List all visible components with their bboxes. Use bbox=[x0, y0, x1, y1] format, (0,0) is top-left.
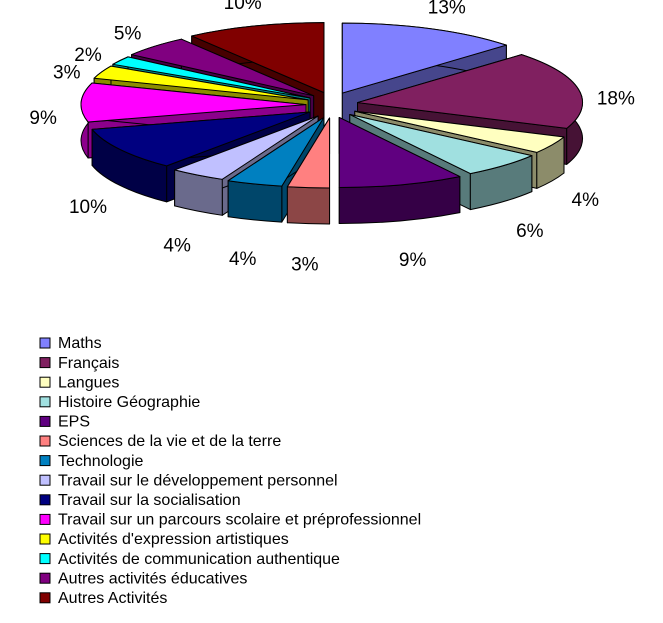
legend-label: Technologie bbox=[58, 453, 144, 470]
slice-top bbox=[341, 22, 507, 94]
legend-label: Activités de communication authentique bbox=[58, 551, 340, 568]
slice-top bbox=[91, 111, 311, 167]
slice-top bbox=[191, 22, 325, 94]
legend-label: Activités d'expression artistiques bbox=[58, 531, 289, 548]
legend-swatch bbox=[39, 474, 51, 486]
data-label: 4% bbox=[163, 236, 191, 257]
data-label: 9% bbox=[29, 108, 57, 129]
pie-slice bbox=[286, 117, 331, 225]
slice-top bbox=[80, 82, 307, 123]
slice-top bbox=[286, 117, 331, 189]
legend-swatch bbox=[39, 513, 51, 525]
legend-swatch bbox=[39, 435, 51, 447]
slice-top bbox=[112, 56, 311, 99]
data-label: 5% bbox=[114, 24, 142, 45]
slice-wall bbox=[286, 186, 331, 225]
slice-top bbox=[354, 110, 565, 153]
legend-swatch bbox=[39, 337, 51, 349]
legend-label: Sciences de la vie et de la terre bbox=[58, 433, 281, 450]
legend-swatch bbox=[39, 376, 51, 388]
data-label: 2% bbox=[74, 45, 102, 66]
slice-top bbox=[357, 54, 584, 129]
data-label: 10% bbox=[69, 197, 107, 218]
data-label: 10% bbox=[224, 0, 262, 14]
legend-label: Autres Activités bbox=[58, 590, 167, 607]
legend-swatch bbox=[39, 396, 51, 408]
data-label: 18% bbox=[597, 89, 635, 110]
legend-swatch bbox=[39, 572, 51, 584]
legend-swatch bbox=[39, 455, 51, 467]
legend-label: Autres activités éducatives bbox=[58, 570, 247, 587]
data-label: 6% bbox=[516, 221, 544, 242]
legend-label: Maths bbox=[58, 335, 102, 352]
data-label: 3% bbox=[53, 62, 81, 83]
pie-slice bbox=[338, 116, 461, 224]
slice-top bbox=[174, 115, 319, 180]
slice-wall bbox=[227, 180, 283, 223]
legend-label: Travail sur la socialisation bbox=[58, 492, 241, 509]
legend-label: Français bbox=[58, 355, 119, 372]
legend-label: Histoire Géographie bbox=[58, 394, 200, 411]
slice-top bbox=[131, 38, 315, 97]
legend-label: Langues bbox=[58, 374, 119, 391]
legend-swatch bbox=[39, 357, 51, 369]
data-label: 3% bbox=[291, 254, 319, 275]
legend-swatch bbox=[39, 553, 51, 565]
legend-label: EPS bbox=[58, 414, 90, 431]
legend-label: Travail sur le développement personnel bbox=[58, 472, 338, 489]
slice-top bbox=[93, 65, 309, 101]
data-label: 4% bbox=[229, 249, 257, 270]
legend-label: Travail sur un parcours scolaire et prép… bbox=[58, 512, 421, 529]
legend-swatch bbox=[39, 592, 51, 604]
data-label: 9% bbox=[399, 250, 427, 271]
legend-swatch bbox=[39, 415, 51, 427]
slice-top bbox=[338, 116, 461, 188]
data-label: 4% bbox=[572, 190, 600, 211]
slice-top bbox=[349, 113, 533, 175]
legend-swatch bbox=[39, 533, 51, 545]
slice-top bbox=[227, 116, 325, 187]
legend: Maths Français Langues Histoire Géographie E… bbox=[39, 335, 421, 607]
legend-swatch bbox=[39, 494, 51, 506]
data-label: 13% bbox=[428, 0, 466, 18]
